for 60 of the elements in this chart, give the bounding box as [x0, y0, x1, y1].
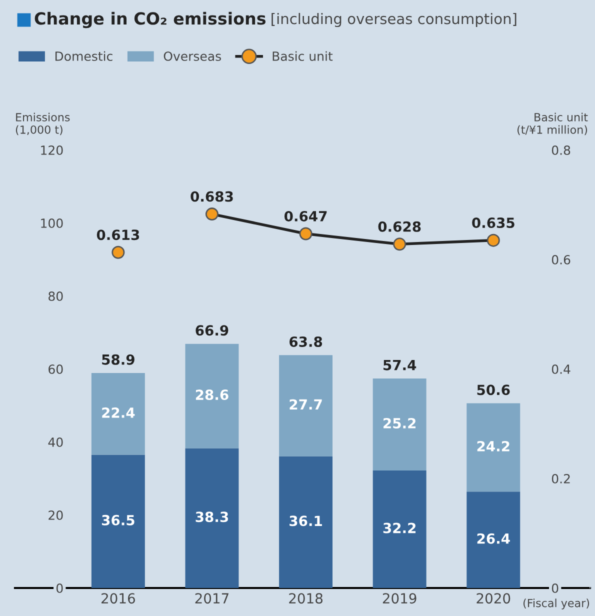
total-label: 63.8 — [290, 336, 322, 347]
point — [393, 238, 406, 251]
data-label: 24.2 — [477, 441, 510, 452]
data-label: 0.647 — [284, 210, 327, 222]
data-label: 27.7 — [290, 399, 322, 410]
x-tick-label: 2016 — [102, 593, 135, 604]
x-tick-label: 2017 — [195, 593, 228, 604]
bar — [372, 378, 426, 470]
x-tick-label: 2018 — [289, 593, 323, 604]
y2-tick-label: 0.6 — [552, 254, 570, 264]
bar — [466, 492, 520, 588]
chart-title: Change in CO₂ emissions — [34, 12, 266, 28]
bar — [91, 454, 145, 588]
data-label: 0.683 — [190, 191, 233, 202]
data-label: 32.2 — [383, 522, 416, 534]
bar — [185, 448, 239, 588]
y2-tick-label: 0.8 — [552, 145, 570, 155]
data-label: 36.5 — [102, 514, 134, 526]
data-label: 0.635 — [472, 218, 514, 228]
y-tick-label: 40 — [48, 437, 63, 447]
y2-tick-label: 0.4 — [552, 364, 570, 374]
total-label: 57.4 — [384, 360, 416, 370]
legend-label: Domestic — [55, 51, 112, 61]
total-label: 50.6 — [477, 384, 510, 396]
data-label: 28.6 — [196, 390, 228, 400]
y-tick-label: 120 — [41, 145, 63, 155]
point — [299, 227, 312, 240]
bar — [279, 456, 333, 588]
y-tick-label: 60 — [48, 364, 63, 374]
data-label: 25.2 — [384, 418, 416, 429]
x-axis-title: (Fiscal year) — [524, 598, 590, 610]
bar — [372, 470, 426, 588]
data-label: 26.4 — [477, 533, 510, 544]
legend-label: Basic unit — [272, 51, 333, 61]
x-tick-label: 2019 — [382, 593, 416, 604]
y-tick-label: 20 — [48, 510, 63, 520]
y-axis-title: Emissions (1,000 t) — [16, 112, 70, 136]
data-label: 36.1 — [290, 516, 322, 526]
y2-axis-title: Basic unit (t/¥1 million) — [518, 112, 588, 136]
y-tick-label: 100 — [41, 218, 63, 228]
x-tick-label: 2020 — [476, 593, 510, 604]
data-label: 22.4 — [102, 407, 135, 418]
bar — [91, 373, 145, 455]
chart-subtitle: [including overseas consumption] — [272, 12, 516, 28]
total-label: 66.9 — [196, 325, 228, 336]
y-tick-label: 80 — [48, 291, 63, 301]
data-label: 38.3 — [196, 512, 228, 522]
point — [205, 208, 218, 221]
y2-tick-label: 0 — [552, 583, 558, 593]
bar — [185, 344, 239, 448]
point — [486, 234, 500, 247]
data-label: 0.613 — [96, 230, 140, 240]
bar — [279, 355, 333, 456]
y-tick-label: 0 — [56, 583, 63, 593]
y2-tick-label: 0.2 — [552, 474, 570, 484]
point — [112, 246, 125, 259]
data-label: 0.628 — [378, 221, 421, 232]
total-label: 58.9 — [102, 354, 134, 365]
bar — [466, 403, 520, 492]
legend-label: Overseas — [164, 51, 221, 61]
